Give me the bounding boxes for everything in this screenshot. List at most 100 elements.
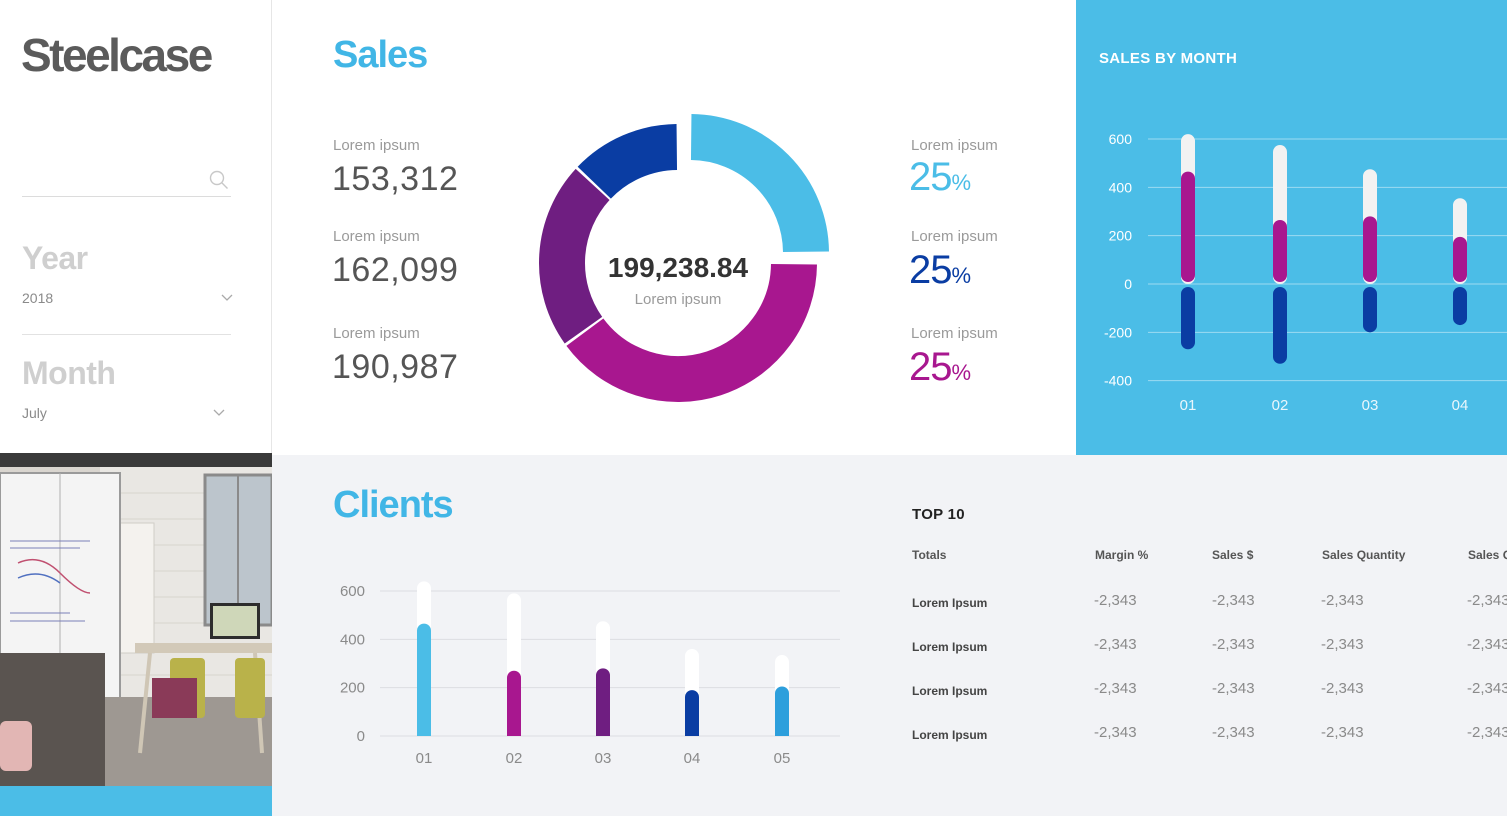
sales-by-month-title: SALES BY MONTH	[1099, 50, 1238, 67]
y-tick-label: 600	[340, 583, 365, 600]
donut-caption: Lorem ipsum	[634, 291, 722, 308]
table-cell: -2,343	[1094, 592, 1137, 609]
table-row-label: Lorem Ipsum	[912, 684, 988, 698]
table-cell: -2,343	[1321, 592, 1364, 609]
y-tick-label: -200	[1104, 324, 1132, 340]
bar-negative[interactable]	[1181, 287, 1195, 350]
bar-positive[interactable]	[1453, 236, 1467, 282]
y-tick-label: 400	[1109, 179, 1133, 195]
x-tick-label: 01	[1180, 397, 1197, 414]
donut-slice-light-blue[interactable]	[690, 114, 829, 253]
stat-label: Lorem ipsum	[333, 137, 420, 154]
bar-negative[interactable]	[1363, 287, 1377, 333]
x-tick-label: 04	[684, 750, 701, 767]
x-tick-label: 04	[1452, 397, 1469, 414]
client-bar[interactable]	[507, 670, 521, 736]
bar-positive[interactable]	[1273, 219, 1287, 282]
search-box[interactable]	[22, 165, 231, 197]
bar-negative[interactable]	[1273, 287, 1287, 364]
percent-value: 25%	[909, 248, 971, 292]
table-cell: -2,343	[1094, 636, 1137, 653]
clients-title: Clients	[333, 484, 454, 526]
chevron-down-icon	[213, 409, 225, 416]
month-value: July	[22, 405, 47, 421]
table-cell: -2,343	[1212, 636, 1255, 653]
client-bar[interactable]	[685, 690, 699, 736]
month-select[interactable]: July	[22, 403, 231, 429]
stat-label: Lorem ipsum	[911, 325, 998, 342]
x-tick-label: 02	[1272, 397, 1289, 414]
search-input[interactable]	[22, 165, 202, 195]
table-cell: -2,343	[1212, 592, 1255, 609]
table-row-label: Lorem Ipsum	[912, 728, 988, 742]
table-row-label: Lorem Ipsum	[912, 640, 988, 654]
sales-by-month-panel: SALES BY MONTH 600 400 200 0 -200 -400 01 02 03 0…	[1076, 0, 1507, 455]
bar-negative[interactable]	[1453, 287, 1467, 326]
bar-base	[685, 728, 699, 736]
stat-value: 162,099	[332, 251, 459, 289]
y-tick-label: -400	[1104, 373, 1132, 389]
table-cell: -2,343	[1094, 724, 1137, 741]
bar-base	[775, 728, 789, 736]
divider	[22, 334, 231, 335]
stat-label: Lorem ipsum	[333, 325, 420, 342]
table-row-label: Lorem Ipsum	[912, 596, 988, 610]
bar-positive[interactable]	[1181, 171, 1195, 282]
table-cell: -2,343	[1467, 592, 1507, 609]
sales-by-month-chart: 600 400 200 0 -200 -400 01 02 03 04	[1104, 131, 1507, 414]
client-bar[interactable]	[417, 623, 431, 736]
y-tick-label: 600	[1109, 131, 1133, 147]
y-tick-label: 0	[357, 728, 365, 745]
y-tick-label: 200	[340, 680, 365, 697]
clients-chart: 600 400 200 0 01 02 03 04 05	[340, 581, 840, 767]
x-tick-label: 03	[595, 750, 612, 767]
stat-label: Lorem ipsum	[911, 228, 998, 245]
percent-value: 25%	[909, 155, 971, 199]
x-tick-label: 03	[1362, 397, 1379, 414]
year-value: 2018	[22, 290, 54, 306]
sales-title: Sales	[333, 34, 428, 76]
x-tick-label: 02	[506, 750, 523, 767]
x-tick-label: 01	[416, 750, 433, 767]
chevron-down-icon	[221, 294, 233, 301]
table-cell: -2,343	[1094, 680, 1137, 697]
table-cell: -2,343	[1467, 724, 1507, 741]
table-cell: -2,343	[1321, 636, 1364, 653]
office-photo	[0, 453, 272, 786]
bar-base	[596, 728, 610, 736]
donut-slice-navy[interactable]	[577, 124, 678, 200]
stat-value: 190,987	[332, 348, 459, 386]
table-cell: -2,343	[1467, 680, 1507, 697]
table-header: Sales $	[1212, 548, 1254, 562]
stat-value: 153,312	[332, 160, 459, 198]
donut-slice-purple[interactable]	[539, 168, 611, 344]
table-header: Margin %	[1095, 548, 1149, 562]
bar-base	[507, 728, 521, 736]
donut-slice-magenta[interactable]	[566, 263, 817, 402]
table-cell: -2,343	[1212, 680, 1255, 697]
donut-total: 199,238.84	[607, 252, 749, 283]
sidebar: Steelcase Year 2018 Month July	[0, 0, 272, 453]
table-header: Totals	[912, 548, 947, 562]
y-tick-label: 400	[340, 631, 365, 648]
table-header: Sales Quantity	[1322, 548, 1406, 562]
table-header: Sales Q	[1468, 548, 1507, 562]
month-label: Month	[22, 355, 116, 391]
sales-donut-chart	[539, 114, 829, 402]
client-bar[interactable]	[596, 668, 610, 736]
table-cell: -2,343	[1467, 636, 1507, 653]
year-label: Year	[22, 240, 88, 276]
stat-label: Lorem ipsum	[333, 228, 420, 245]
table-cell: -2,343	[1212, 724, 1255, 741]
x-tick-label: 05	[774, 750, 791, 767]
clients-panel: 600 400 200 0 01 02 03 04 05	[272, 455, 1507, 816]
year-select[interactable]: 2018	[22, 288, 233, 314]
stat-label: Lorem ipsum	[911, 137, 998, 154]
client-bar[interactable]	[775, 686, 789, 736]
bar-positive[interactable]	[1363, 216, 1377, 282]
y-tick-label: 200	[1109, 228, 1133, 244]
search-icon[interactable]	[209, 170, 229, 190]
table-cell: -2,343	[1321, 680, 1364, 697]
photo-accent-bar	[0, 786, 272, 816]
percent-value: 25%	[909, 345, 971, 389]
